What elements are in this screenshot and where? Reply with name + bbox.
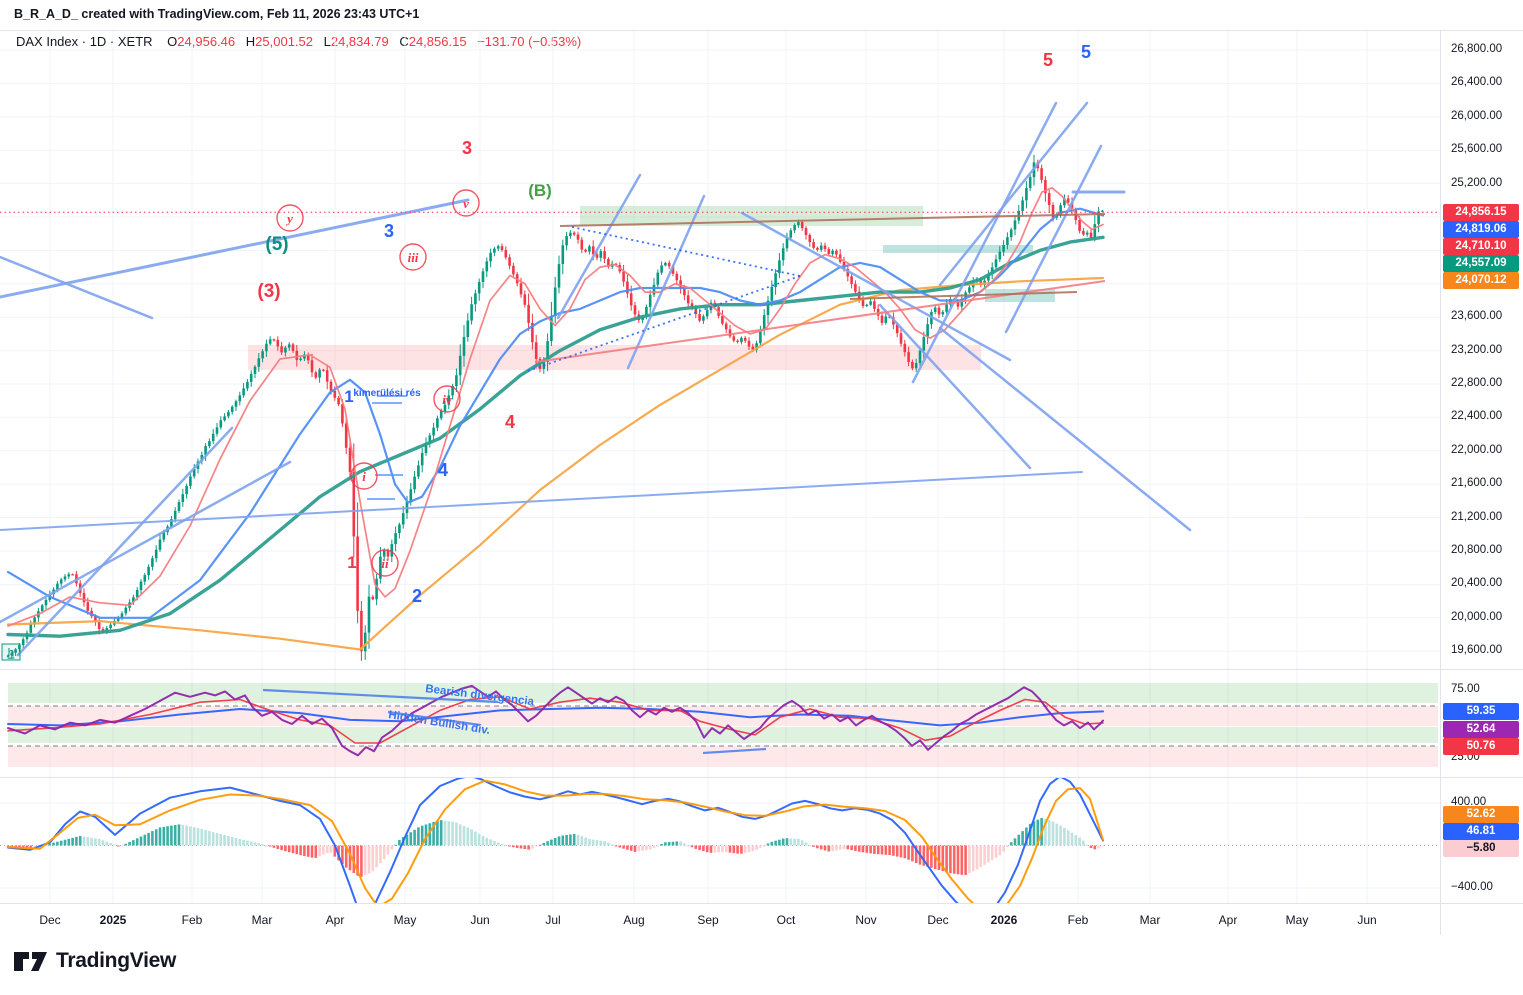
pane-divider-axis [0, 903, 1523, 904]
time-axis-label: Sep [697, 913, 719, 927]
time-axis-label: 2025 [99, 913, 127, 927]
tradingview-logo-icon [14, 952, 47, 971]
price-tag: 24,856.15 [1443, 203, 1519, 221]
price-axis-tick: 23,200.00 [1451, 343, 1503, 356]
wave-label: 4 [505, 412, 515, 432]
price-axis-tick: 26,400.00 [1451, 76, 1503, 89]
price-axis-tick: 25,200.00 [1451, 176, 1503, 189]
price-axis-tick: 26,800.00 [1451, 43, 1503, 55]
wave-label: (5) [265, 234, 288, 255]
macd-pane [0, 778, 1440, 903]
time-axis-label: Jun [1357, 913, 1377, 927]
change-value: −131.70 (−0.53%) [477, 34, 582, 49]
time-axis-label: Jul [545, 913, 561, 927]
wave-label: (3) [257, 281, 280, 302]
time-axis-label: Jun [470, 913, 490, 927]
price-axis-tick: 22,800.00 [1451, 377, 1503, 389]
price-axis-tick: 20,000.00 [1451, 610, 1503, 623]
tradingview-logo[interactable]: TradingView [12, 946, 176, 976]
price-tag: 24,819.06 [1443, 220, 1519, 238]
wave-label-circled: y [285, 211, 293, 226]
price-axis-tick: 400.00 [1451, 796, 1487, 808]
price-axis-tick: 75.00 [1451, 683, 1480, 695]
price-tag: 52.64 [1443, 720, 1519, 738]
price-axis-tick: 21,200.00 [1451, 510, 1503, 523]
wave-label: kimerülési rés [353, 388, 421, 399]
wave-label: 5 [1081, 42, 1091, 62]
time-axis-label: Aug [623, 913, 645, 927]
tradingview-logo-text: TradingView [56, 949, 177, 972]
price-axis-tick: −400.00 [1451, 881, 1493, 893]
time-axis-label: Apr [325, 913, 345, 927]
ohlc-high: H25,001.52 [245, 34, 313, 49]
price-axis-tick: 23,600.00 [1451, 310, 1503, 323]
wave-label-circled: v [463, 196, 469, 211]
price-tag: 24,070.12 [1443, 271, 1519, 289]
price-tag: 24,710.10 [1443, 237, 1519, 255]
wave-label: 3 [384, 221, 394, 241]
price-axis-tick: 25,600.00 [1451, 143, 1503, 156]
time-axis-label: Mar [1139, 913, 1161, 927]
wave-label: 1 [347, 553, 356, 572]
pane-divider-rsi[interactable] [0, 669, 1523, 670]
price-axis-tick: 26,000.00 [1451, 109, 1503, 122]
time-axis-label: May [1285, 913, 1309, 927]
wave-label-circled: ii [381, 556, 389, 571]
time-axis-label: Apr [1218, 913, 1238, 927]
time-axis[interactable]: Dec 2025 Feb Mar Apr May Jun Jul Aug Sep Oct Nov Dec… [0, 905, 1440, 935]
wave-label: (B) [528, 181, 552, 200]
time-axis-label: Feb [1067, 913, 1089, 927]
price-axis-tick: 21,600.00 [1451, 477, 1503, 490]
time-axis-label: Dec [39, 913, 61, 927]
wave-label: 2 [412, 586, 422, 606]
wave-label: 5 [1043, 50, 1053, 70]
time-axis-label: May [393, 913, 417, 927]
grid [0, 30, 1440, 903]
wave-label-circled: iv [442, 392, 452, 407]
wave-label: 1 [344, 387, 353, 406]
h-line-marker: h [8, 646, 15, 660]
wave-label-circled: iii [408, 250, 419, 265]
price-axis-tick: 20,800.00 [1451, 544, 1503, 556]
price-axis-border [1440, 30, 1441, 935]
price-tag: −5.80 [1443, 839, 1519, 857]
time-axis-label: Mar [251, 913, 273, 927]
price-axis[interactable]: 26,800.00 26,400.00 26,000.00 25,600.00 25,2… [1441, 0, 1523, 935]
price-tag: 59.35 [1443, 702, 1519, 720]
pane-divider-top [0, 30, 1523, 31]
time-axis-label: Feb [181, 913, 203, 927]
time-axis-label: Dec [927, 913, 949, 927]
price-tag: 52.62 [1443, 805, 1519, 823]
wave-label: 3 [462, 138, 472, 158]
price-axis-tick: 19,600.00 [1451, 644, 1503, 657]
candles [6, 154, 1104, 661]
price-tag: 24,557.09 [1443, 254, 1519, 272]
time-axis-label: 2026 [990, 913, 1018, 927]
wave-label: 4 [438, 460, 448, 480]
price-axis-tick: 22,000.00 [1451, 443, 1503, 456]
time-axis-label: Oct [776, 913, 796, 927]
price-tag: 50.76 [1443, 737, 1519, 755]
price-axis-tick: 22,400.00 [1451, 410, 1503, 423]
wave-label-circled: i [362, 469, 366, 484]
price-axis-tick: 20,400.00 [1451, 577, 1503, 590]
time-axis-label: Nov [855, 913, 877, 927]
chart-byline: B_R_A_D_ created with TradingView.com, F… [14, 7, 420, 21]
ohlc-low: L24,834.79 [323, 34, 389, 49]
ohlc-close: C24,856.15 [399, 34, 467, 49]
pane-divider-macd[interactable] [0, 777, 1523, 778]
price-tag: 46.81 [1443, 822, 1519, 840]
